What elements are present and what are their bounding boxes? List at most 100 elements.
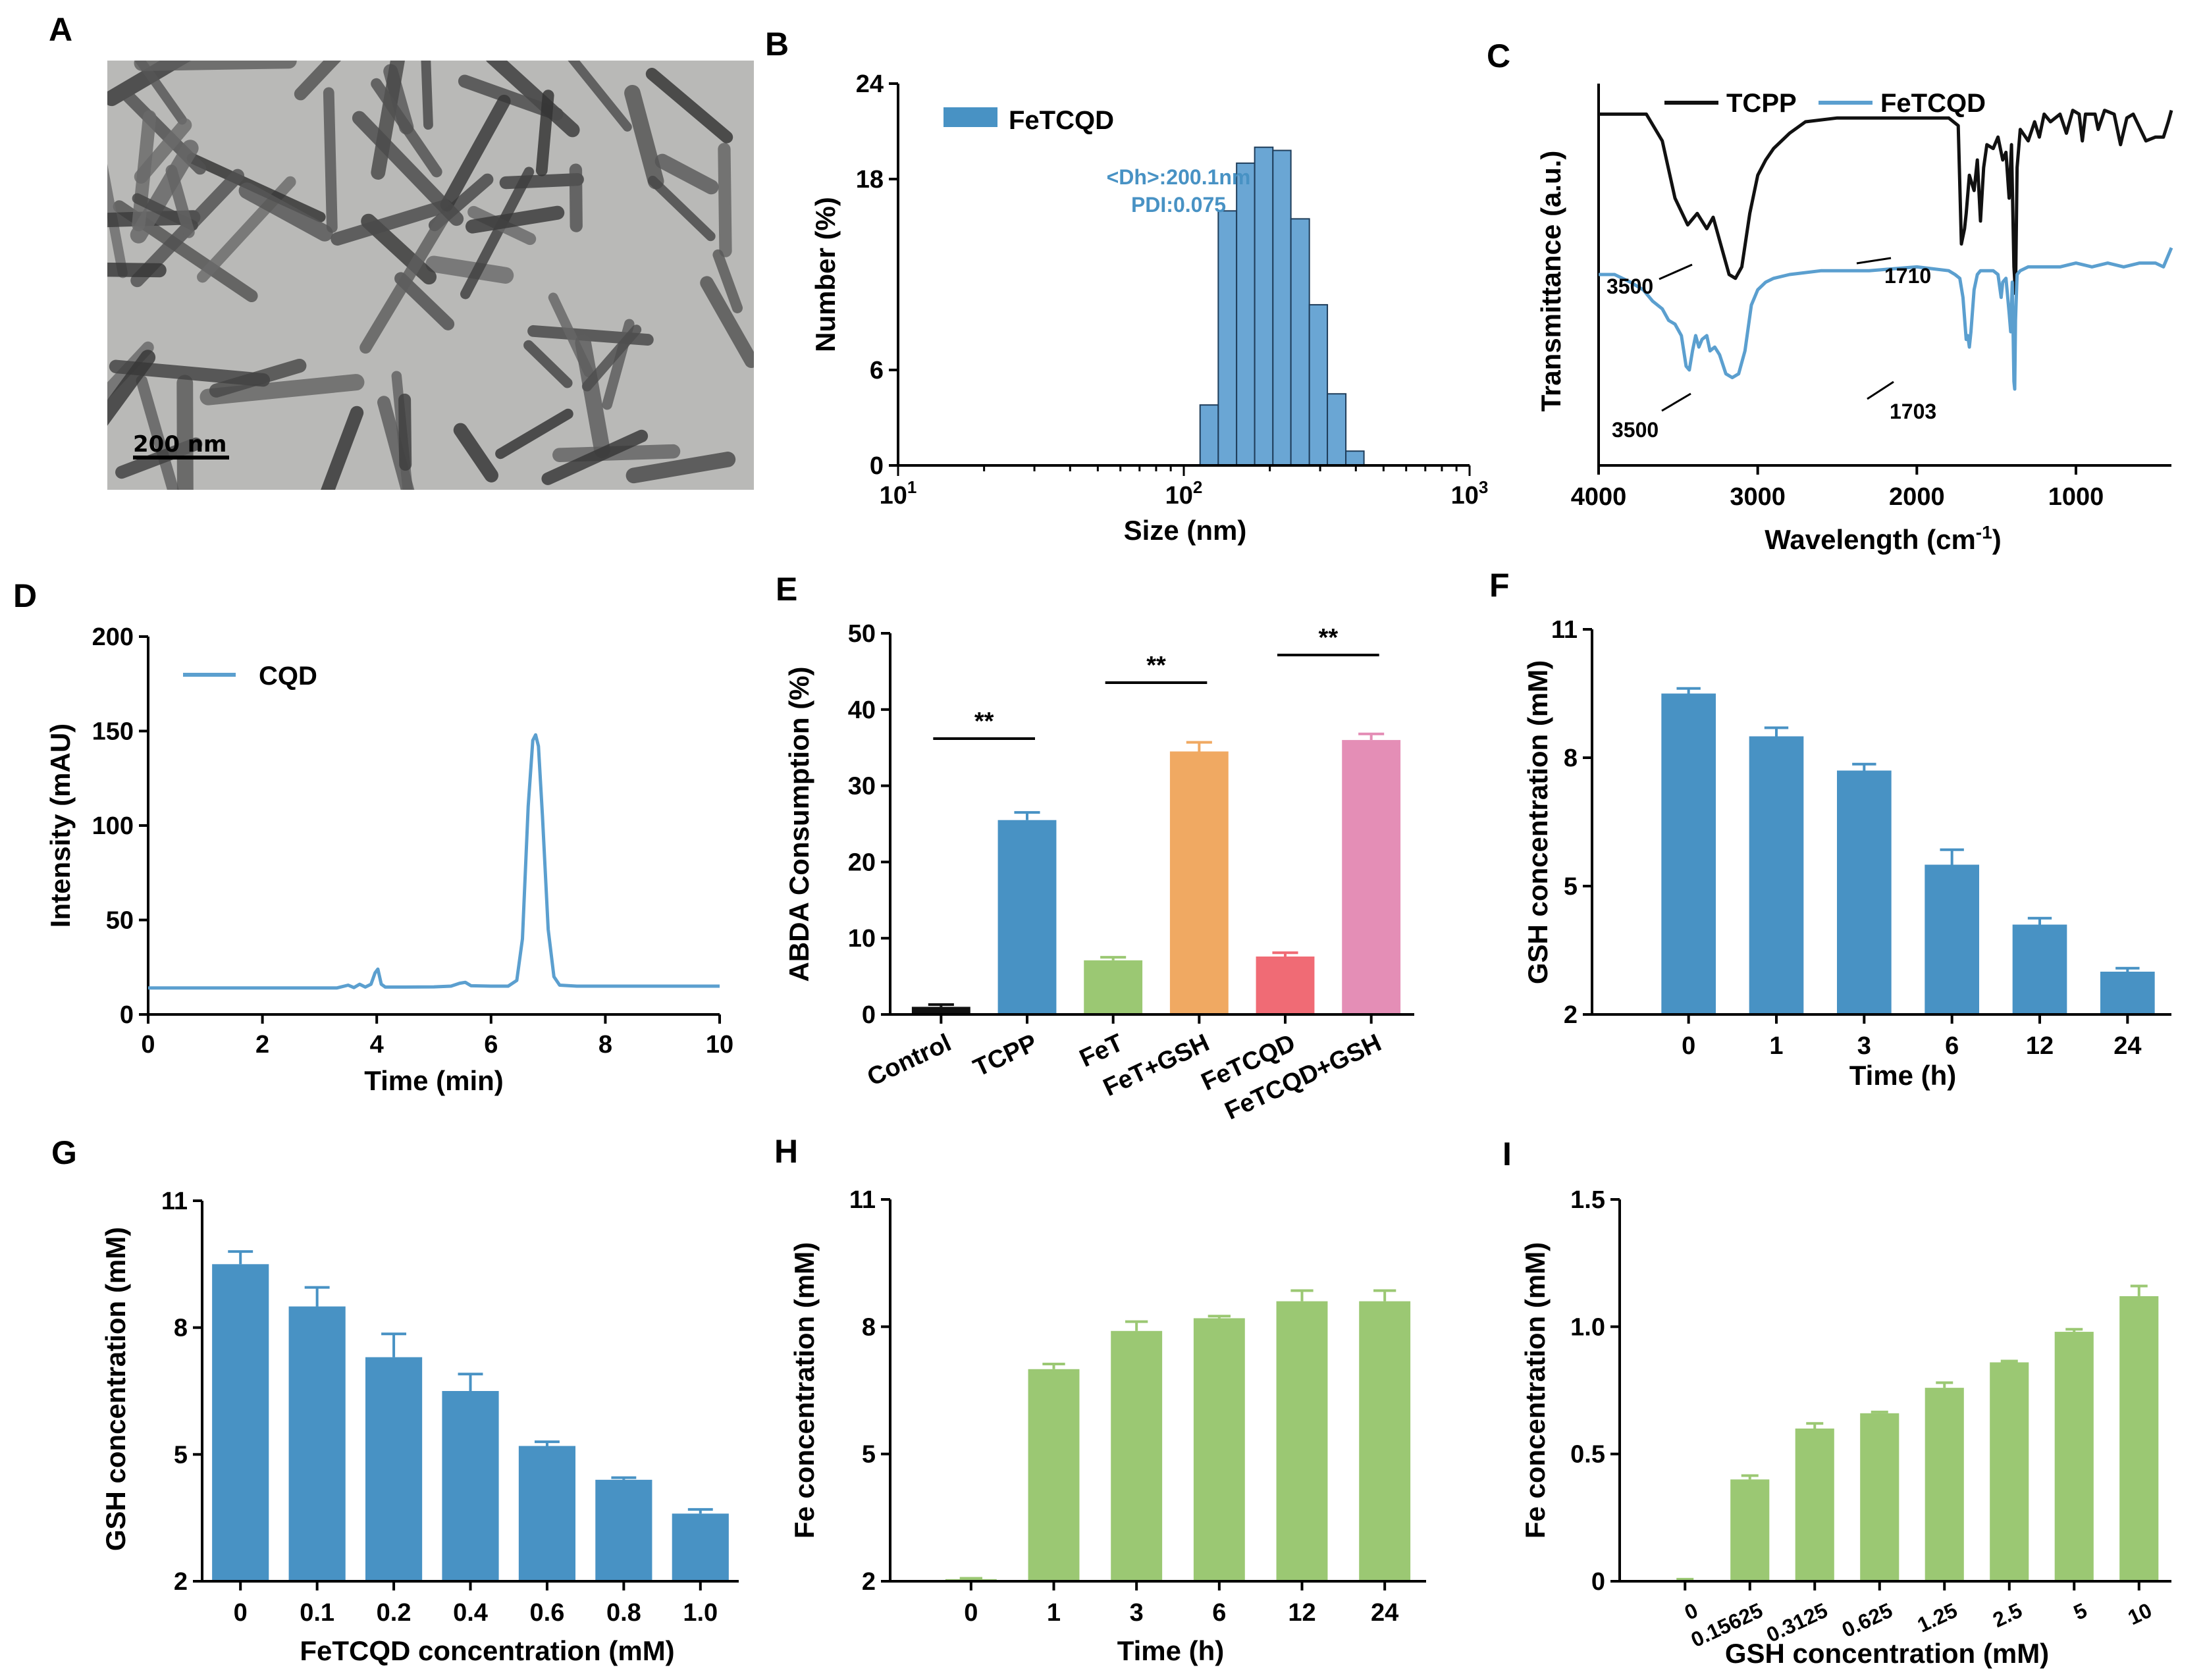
- g-bar: [595, 1479, 652, 1581]
- b-histogram-bar: [1199, 404, 1219, 467]
- panel-f-gsh-time: 2 5 8 11 0 1 3 6 12 24 Time (h) GSH concentration…: [1522, 616, 2171, 1091]
- h-x-tick-label: 6: [1212, 1599, 1226, 1627]
- nanorod: [495, 408, 573, 459]
- d-axes: [147, 637, 720, 1016]
- h-y-tick-label: 11: [849, 1186, 876, 1214]
- d-line-cqd: [148, 733, 720, 990]
- f-x-tick-label: 0: [1682, 1032, 1695, 1060]
- nanorod: [569, 163, 583, 232]
- c-annotation-1710: 1710: [1884, 264, 1931, 288]
- nanorod: [645, 68, 733, 144]
- nanorod: [107, 262, 167, 278]
- nanorod: [575, 334, 610, 458]
- panel-h-fe-time: 2 5 8 11 0 1 3 6 12 24 Time (h) Fe concentration …: [789, 1186, 1426, 1666]
- f-y-tick-label: 8: [1564, 745, 1578, 772]
- d-x-tick-label: 6: [484, 1031, 498, 1059]
- panel-b-size-distribution: 0 6 18 24 101 102 103 FeTCQD <Dh>:200.1nm PDI:…: [810, 70, 1488, 546]
- nanorod: [425, 255, 514, 284]
- i-x-tick-label: 0.625: [1838, 1598, 1896, 1642]
- panel-letter-d: D: [13, 577, 37, 614]
- e-bar: [1084, 960, 1143, 1014]
- panel-letter-i: I: [1502, 1136, 1512, 1172]
- b-y-tick-label: 6: [870, 357, 884, 384]
- h-bar: [1028, 1369, 1080, 1581]
- g-x-tick-label: 0.8: [606, 1599, 641, 1627]
- nanorod: [359, 211, 450, 354]
- h-x-tick-label: 3: [1130, 1599, 1144, 1627]
- d-y-tick-label: 0: [120, 1001, 134, 1029]
- h-bar: [1359, 1301, 1411, 1581]
- e-bar: [1256, 956, 1315, 1014]
- c-x-tick-label: 1000: [2048, 483, 2104, 511]
- panel-c-ftir: 4000 3000 2000 1000 TCPP FeTCQD 3500 1710 3…: [1535, 84, 2173, 555]
- panel-letter-c: C: [1487, 38, 1510, 74]
- e-bar: [911, 1007, 970, 1014]
- g-bar: [442, 1391, 499, 1581]
- tem-micrograph: 200 nm: [107, 61, 754, 490]
- h-y-tick-label: 5: [862, 1441, 876, 1469]
- c-x-tick-label: 2000: [1889, 483, 1945, 511]
- i-bar: [2119, 1296, 2159, 1581]
- b-x-tick-label: 102: [1165, 477, 1203, 510]
- c-annotation-1703: 1703: [1890, 400, 1936, 423]
- nanorod: [130, 140, 199, 244]
- h-x-tick-label: 1: [1047, 1599, 1061, 1627]
- b-histogram-bar: [1290, 218, 1310, 466]
- e-significance-label: **: [1319, 624, 1339, 652]
- b-legend-label: FeTCQD: [1009, 106, 1114, 135]
- e-significance-label: **: [1146, 652, 1166, 679]
- g-x-tick-label: 1.0: [683, 1599, 718, 1627]
- i-bar: [1730, 1479, 1770, 1581]
- g-y-tick-label: 5: [174, 1441, 188, 1469]
- e-x-tick-label: FeT: [1075, 1029, 1127, 1073]
- panel-letter-a: A: [49, 11, 72, 48]
- d-y-tick-label: 200: [92, 623, 134, 651]
- e-bar: [1169, 751, 1229, 1014]
- h-y-tick-label: 2: [862, 1568, 876, 1596]
- i-y-tick-label: 0: [1591, 1568, 1605, 1596]
- i-bar: [1925, 1388, 1964, 1581]
- g-y-tick-label: 8: [174, 1315, 188, 1342]
- b-y-axis-label: Number (%): [810, 197, 841, 352]
- i-x-tick-label: 1.25: [1914, 1598, 1961, 1637]
- f-bar: [2100, 972, 2155, 1014]
- nanorod: [377, 396, 415, 490]
- f-x-tick-label: 3: [1857, 1032, 1871, 1060]
- nanorod: [331, 199, 452, 246]
- nanorod: [238, 182, 333, 242]
- g-bar: [518, 1446, 576, 1581]
- h-x-tick-label: 0: [964, 1599, 978, 1627]
- nanorod: [132, 110, 157, 232]
- g-y-tick-label: 2: [174, 1568, 188, 1596]
- nanorod: [107, 350, 156, 426]
- b-x-tick-label: 103: [1451, 477, 1489, 510]
- panel-letter-f: F: [1489, 567, 1510, 604]
- i-x-axis-label: GSH concentration (mM): [1725, 1638, 2049, 1669]
- nanorod: [700, 276, 754, 368]
- nanorod: [321, 406, 364, 490]
- d-y-axis-label: Intensity (mAU): [45, 723, 76, 928]
- c-arrow-3500-tcpp: [1659, 263, 1693, 280]
- c-line-tcpp: [1599, 109, 2173, 296]
- h-bar: [1193, 1318, 1245, 1581]
- d-legend-label: CQD: [259, 662, 317, 691]
- panel-letter-g: G: [51, 1134, 77, 1171]
- d-x-axis-label: Time (min): [364, 1065, 504, 1096]
- panel-g-gsh-fetcqd: 2 5 8 11 0 0.1 0.2 0.4 0.6 0.8 1.0 FeTCQD concentr…: [100, 1188, 739, 1666]
- b-annotation-pdi: PDI:0.075: [1131, 193, 1226, 217]
- i-x-tick-label: 2.5: [1989, 1598, 2026, 1632]
- e-y-tick-label: 50: [848, 620, 876, 648]
- panel-letter-e: E: [776, 571, 797, 608]
- c-line-fetcqd: [1599, 247, 2173, 391]
- e-significance-label: **: [974, 708, 994, 735]
- d-x-tick-label: 0: [141, 1031, 155, 1059]
- g-y-axis-label: GSH concentration (mM): [100, 1227, 131, 1551]
- f-bar: [1661, 693, 1716, 1014]
- panel-letter-h: H: [774, 1133, 798, 1170]
- g-bar: [212, 1264, 269, 1581]
- scale-bar-label: 200 nm: [133, 431, 226, 458]
- g-x-axis-label: FeTCQD concentration (mM): [300, 1635, 674, 1666]
- c-annotation-3500-fetcqd: 3500: [1612, 418, 1659, 442]
